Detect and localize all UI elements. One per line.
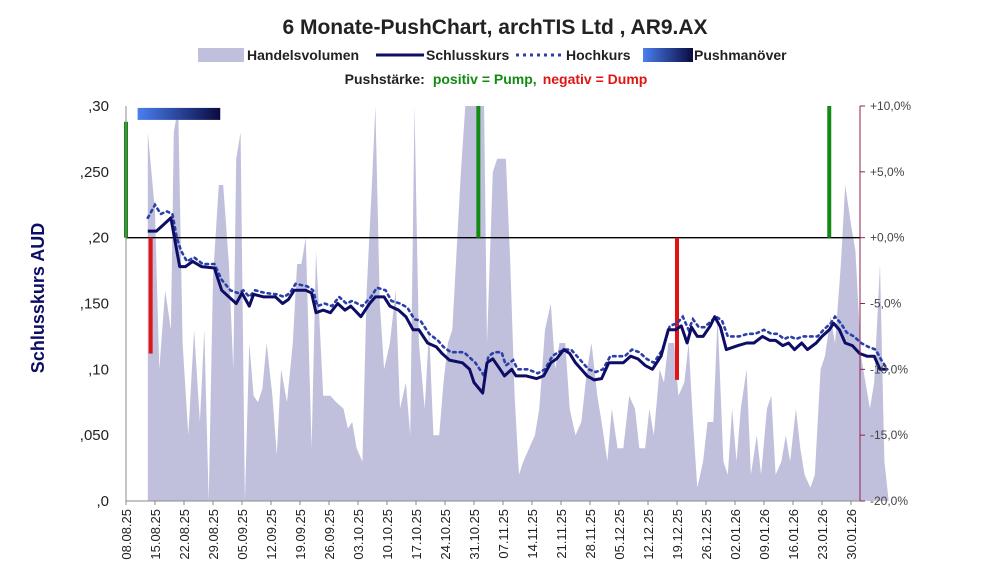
legend-volume-swatch bbox=[198, 48, 244, 62]
push-strength-label: Pushstärke: bbox=[345, 71, 425, 87]
volume-layer bbox=[147, 106, 889, 501]
y-tick-label: ,0 bbox=[96, 493, 109, 510]
y-tick-label: ,30 bbox=[88, 98, 109, 115]
right-tick-labels: -20,0% -15,0% -10,0% -5,0% +0,0% +5,0% +10,0% bbox=[860, 99, 911, 508]
y-axis-label: Schlusskurs AUD bbox=[28, 223, 48, 373]
x-tick-label: 19.12.25 bbox=[670, 509, 685, 560]
high-price-line bbox=[146, 202, 889, 380]
x-tick-label: 10.10.25 bbox=[380, 509, 395, 560]
x-tick-label: 23.01.26 bbox=[815, 509, 830, 560]
x-tick-label: 03.10.25 bbox=[351, 509, 366, 560]
x-tick-label: 07.11.25 bbox=[496, 509, 511, 559]
x-tick-label: 09.01.26 bbox=[757, 509, 772, 560]
x-tick-label: 26.09.25 bbox=[322, 509, 337, 560]
x-tick-label: 26.12.25 bbox=[699, 509, 714, 560]
legend-push-swatch bbox=[643, 48, 693, 62]
y2-tick-label: -15,0% bbox=[870, 428, 908, 442]
x-tick-label: 24.10.25 bbox=[438, 509, 453, 560]
legend-push-label: Pushmanöver bbox=[694, 47, 787, 63]
y-tick-label: ,20 bbox=[88, 230, 109, 247]
x-tick-label: 08.08.25 bbox=[119, 509, 134, 560]
x-tick-label: 12.09.25 bbox=[264, 509, 279, 560]
push-negative-label: negativ = Dump bbox=[543, 71, 648, 87]
push-manoeuvre-bar bbox=[137, 107, 221, 120]
y2-tick-label: +0,0% bbox=[870, 231, 905, 245]
dump-bar bbox=[148, 237, 153, 354]
y-tick-label: ,10 bbox=[88, 361, 109, 378]
push-layer bbox=[124, 106, 832, 380]
x-tick-labels: 08.08.25 15.08.25 22.08.25 29.08.25 05.09.25… bbox=[119, 501, 859, 560]
y-tick-label: ,250 bbox=[80, 164, 109, 181]
y2-tick-label: +5,0% bbox=[870, 165, 905, 179]
x-tick-label: 05.12.25 bbox=[612, 509, 627, 560]
push-positive-label: positiv = Pump, bbox=[433, 71, 537, 87]
legend: Handelsvolumen Schlusskurs Hochkurs Push… bbox=[198, 47, 787, 63]
push-strength-line: Pushstärke: positiv = Pump, negativ = Dump bbox=[345, 71, 648, 87]
pump-bar bbox=[476, 106, 481, 238]
legend-high-label: Hochkurs bbox=[566, 47, 631, 63]
pump-bar bbox=[827, 106, 832, 238]
chart-title: 6 Monate-PushChart, archTIS Ltd , AR9.AX bbox=[282, 16, 707, 39]
dump-bar bbox=[675, 237, 679, 380]
left-tick-labels: ,0 ,050 ,10 ,150 ,20 ,250 ,30 bbox=[80, 98, 109, 510]
x-tick-label: 16.01.26 bbox=[786, 509, 801, 560]
close-layer bbox=[147, 216, 886, 395]
x-tick-label: 29.08.25 bbox=[206, 509, 221, 560]
x-tick-label: 05.09.25 bbox=[235, 509, 250, 560]
y2-tick-label: +10,0% bbox=[870, 99, 911, 113]
x-tick-label: 30.01.26 bbox=[844, 509, 859, 560]
legend-close-label: Schlusskurs bbox=[426, 47, 509, 63]
x-tick-label: 19.09.25 bbox=[293, 509, 308, 560]
x-tick-label: 22.08.25 bbox=[177, 509, 192, 560]
x-tick-label: 28.11.25 bbox=[583, 509, 598, 559]
y-tick-label: ,150 bbox=[80, 296, 109, 313]
volume-area bbox=[147, 106, 889, 501]
x-tick-label: 12.12.25 bbox=[641, 509, 656, 560]
y2-tick-label: -5,0% bbox=[870, 297, 902, 311]
close-price-line bbox=[147, 216, 886, 395]
legend-volume-label: Handelsvolumen bbox=[247, 47, 359, 63]
x-tick-label: 21.11.25 bbox=[554, 509, 569, 559]
high-layer bbox=[146, 202, 889, 380]
x-tick-label: 17.10.25 bbox=[409, 509, 424, 560]
y-tick-label: ,050 bbox=[80, 427, 109, 444]
y2-tick-label: -20,0% bbox=[870, 494, 908, 508]
x-tick-label: 31.10.25 bbox=[467, 509, 482, 560]
y2-tick-label: -10,0% bbox=[870, 362, 908, 376]
x-tick-label: 14.11.25 bbox=[525, 509, 540, 559]
x-tick-label: 15.08.25 bbox=[148, 509, 163, 560]
x-tick-label: 02.01.26 bbox=[728, 509, 743, 560]
